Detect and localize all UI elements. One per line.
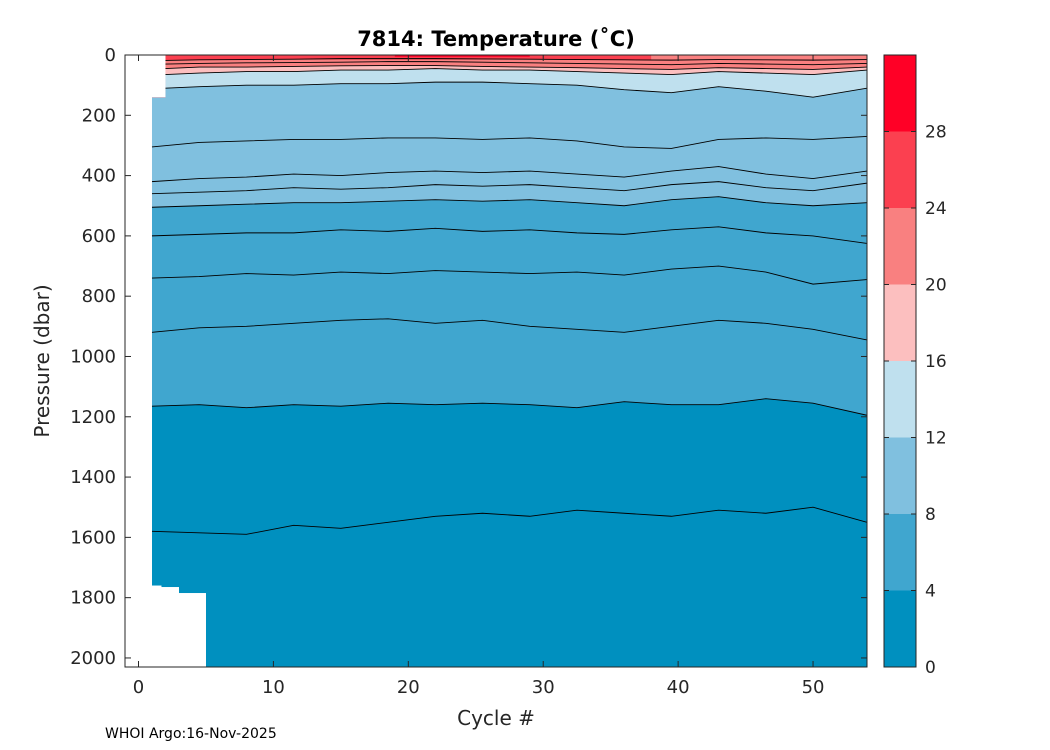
colorbar-tick-label: 8 [925,505,936,525]
x-tick-label: 10 [262,677,285,698]
colorbar-tick-label: 20 [925,276,947,296]
colorbar-tick-label: 4 [925,582,936,602]
colorbar-segment [884,590,916,667]
y-axis-label: Pressure (dbar) [30,284,54,437]
isotherm-24 [165,58,867,61]
isotherm-20 [165,65,867,70]
x-axis: 0 10 20 30 40 50 [133,55,825,698]
y-tick-label: 1200 [70,407,116,428]
colorbar-tick-label: 12 [925,429,947,449]
isotherm-6 [151,265,867,285]
footer-source: WHOI Argo: [105,726,187,742]
colorbar-tick-label: 24 [925,199,947,219]
x-tick-label: 20 [397,677,420,698]
colorbar-tick-label: 0 [925,658,936,678]
isotherm-9 [151,181,867,195]
chart-title: 7814: Temperature (˚C) [357,27,635,51]
isotherm-22 [165,61,867,66]
isotherm-17 [165,68,867,76]
colorbar-tick-label: 16 [925,352,947,372]
y-tick-label: 1000 [70,346,116,367]
warm-surface-patch [651,55,867,60]
plot-area [125,55,867,667]
isotherm-lines [151,58,867,535]
isotherm-5 [151,318,867,341]
isotherm-10 [151,166,867,183]
isotherm-8 [151,196,867,208]
x-tick-label: 40 [667,677,690,698]
y-tick-label: 0 [105,45,116,66]
colorbar-segment [884,208,916,285]
isotherm-14 [165,81,867,98]
y-tick-label: 1800 [70,588,116,609]
footer-date: 16-Nov-2025 [186,726,277,742]
x-tick-label: 30 [532,677,555,698]
y-axis: 0 200 400 600 800 1000 1200 1400 1600 1800 2000 [70,45,867,669]
y-tick-label: 800 [82,286,116,307]
isotherm-7 [151,226,867,244]
x-tick-label: 50 [802,677,825,698]
x-axis-label: Cycle # [457,706,535,730]
y-tick-label: 1400 [70,467,116,488]
colorbar-segment [884,131,916,208]
isotherm-2 [151,506,867,535]
footer-credit: WHOI Argo:16-Nov-2025 [105,726,277,742]
colorbar-segment [884,437,916,514]
plot-frame [124,54,868,668]
y-tick-label: 600 [82,226,116,247]
y-tick-label: 200 [82,105,116,126]
y-tick-label: 400 [82,166,116,187]
colorbar-segment [884,55,916,132]
x-tick-label: 0 [133,677,144,698]
isotherm-4 [151,398,867,416]
y-tick-label: 2000 [70,648,116,669]
isotherm-11 [151,135,867,149]
colorbar-segment [884,514,916,591]
warm-surface-patch [394,55,530,57]
colorbar: 0 4 8 12 16 20 24 28 [883,54,947,678]
no-data-mask [125,55,867,667]
y-tick-label: 1600 [70,527,116,548]
colorbar-segment [884,284,916,361]
colorbar-tick-label: 28 [925,123,947,143]
colorbar-segment [884,361,916,438]
